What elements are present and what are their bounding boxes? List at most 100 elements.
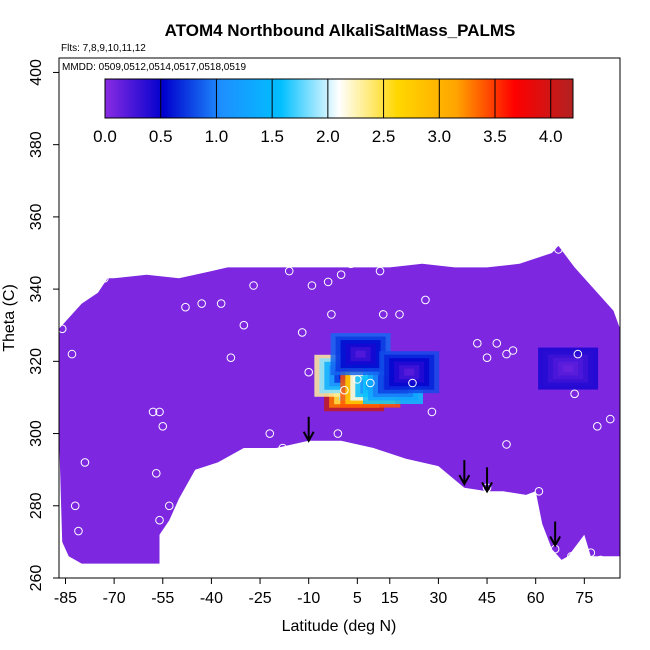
measurement-point xyxy=(278,443,288,453)
colorbar-tick-label: 2.5 xyxy=(372,127,396,146)
chart-title: ATOM4 Northbound AlkaliSaltMass_PALMS xyxy=(165,21,516,40)
measurement-point xyxy=(249,281,258,290)
measurement-point xyxy=(421,295,430,305)
measurement-point xyxy=(323,277,333,287)
y-axis-label: Theta (C) xyxy=(1,284,18,352)
x-axis-label: Latitude (deg N) xyxy=(282,618,397,635)
x-tick-label: 5 xyxy=(353,590,362,607)
measurement-point xyxy=(207,465,216,474)
y-tick-label: 300 xyxy=(28,420,45,447)
colorbar-tick-label: 3.0 xyxy=(427,127,451,146)
arrow-head xyxy=(302,431,315,443)
measurement-point xyxy=(508,346,518,355)
measurement-point xyxy=(473,338,482,348)
y-tick-label: 320 xyxy=(28,348,45,375)
colorbar-tick-label: 1.5 xyxy=(260,127,284,146)
y-axis: 260 280 300 320 340 360 380 400 xyxy=(28,59,59,591)
measurement-point xyxy=(567,552,576,561)
colorbar-gradient xyxy=(104,78,574,119)
measurement-points xyxy=(59,245,615,565)
measurement-point xyxy=(226,353,236,363)
measurement-point xyxy=(573,349,583,359)
measurement-point xyxy=(395,310,404,319)
measurement-point xyxy=(74,526,83,536)
measurement-point xyxy=(100,273,109,283)
measurement-point xyxy=(375,266,385,276)
x-tick-label: 15 xyxy=(381,590,399,607)
x-tick-label: 30 xyxy=(430,590,448,607)
x-tick-label: -70 xyxy=(103,590,126,607)
y-tick-label: 340 xyxy=(28,276,45,303)
measurement-point xyxy=(70,501,80,511)
y-tick-label: 260 xyxy=(28,565,45,592)
measurement-point xyxy=(59,324,67,334)
measurement-point xyxy=(378,310,388,319)
x-tick-label: -85 xyxy=(54,590,77,607)
measurement-point xyxy=(304,367,313,377)
hotspot-cell xyxy=(404,368,415,376)
measurement-point xyxy=(427,407,437,417)
measurement-point xyxy=(327,310,336,319)
x-tick-label: -40 xyxy=(200,590,223,607)
measurement-point xyxy=(164,501,174,511)
measurement-point xyxy=(67,349,77,359)
measurement-point xyxy=(605,414,615,424)
y-tick-label: 380 xyxy=(28,131,45,158)
colorbar: 0.0 0.5 1.0 1.5 2.0 2.5 3.0 3.5 4.0 xyxy=(93,78,574,146)
colorbar-tick-label: 1.0 xyxy=(205,127,229,146)
measurement-point xyxy=(596,555,605,565)
colorbar-tick-label: 4.0 xyxy=(539,127,563,146)
measurement-point xyxy=(346,259,356,269)
hotspot-cell xyxy=(355,350,366,358)
flights-note: Flts: 7,8,9,10,11,12 xyxy=(61,43,146,54)
measurement-point xyxy=(482,353,492,363)
measurement-point xyxy=(534,487,544,496)
measurement-point xyxy=(570,389,579,399)
measurement-point xyxy=(181,302,190,312)
colorbar-ticks: 0.0 0.5 1.0 1.5 2.0 2.5 3.0 3.5 4.0 xyxy=(93,79,563,146)
measurement-point xyxy=(593,422,602,431)
colorbar-tick-label: 0.5 xyxy=(149,127,173,146)
measurement-point xyxy=(586,548,596,558)
colorbar-tick-label: 0.0 xyxy=(93,127,117,146)
measurement-point xyxy=(297,328,307,337)
measurement-point xyxy=(502,349,511,359)
measurement-point xyxy=(80,458,90,467)
measurement-point xyxy=(307,281,317,290)
x-tick-label: 60 xyxy=(527,590,545,607)
arrow-head xyxy=(549,536,562,548)
data-field xyxy=(59,245,620,564)
arrow-markers xyxy=(302,416,562,548)
y-tick-label: 400 xyxy=(28,59,45,86)
arrow-head xyxy=(458,474,471,487)
measurement-point xyxy=(151,468,161,478)
measurement-point xyxy=(265,429,275,438)
measurement-point xyxy=(554,245,563,254)
measurement-point xyxy=(216,299,226,308)
measurement-point xyxy=(158,422,168,431)
plot-frame xyxy=(58,57,621,579)
x-tick-label: -25 xyxy=(248,590,271,607)
dates-note: MMDD: 0509,0512,0514,0517,0518,0519 xyxy=(62,62,246,73)
measurement-point xyxy=(502,440,511,449)
x-tick-label: -55 xyxy=(151,590,174,607)
measurement-point xyxy=(197,299,206,308)
y-tick-label: 360 xyxy=(28,203,45,230)
measurement-point xyxy=(333,429,343,438)
measurement-point xyxy=(408,378,417,388)
x-tick-label: 45 xyxy=(478,590,496,607)
x-tick-label: -10 xyxy=(297,590,320,607)
measurement-point xyxy=(155,407,164,417)
measurement-point xyxy=(340,385,349,395)
measurement-point xyxy=(353,375,362,384)
x-axis: -85 -70 -55 -40 -25 -10 5 15 30 45 60 75 xyxy=(54,578,593,607)
hotspot-cell xyxy=(563,365,574,373)
measurement-point xyxy=(223,458,232,467)
colorbar-tick-label: 2.0 xyxy=(316,127,340,146)
x-tick-label: 75 xyxy=(575,590,593,607)
measurement-point xyxy=(336,270,346,279)
y-tick-label: 280 xyxy=(28,492,45,519)
measurement-point xyxy=(155,515,164,525)
measurement-point xyxy=(239,320,249,330)
